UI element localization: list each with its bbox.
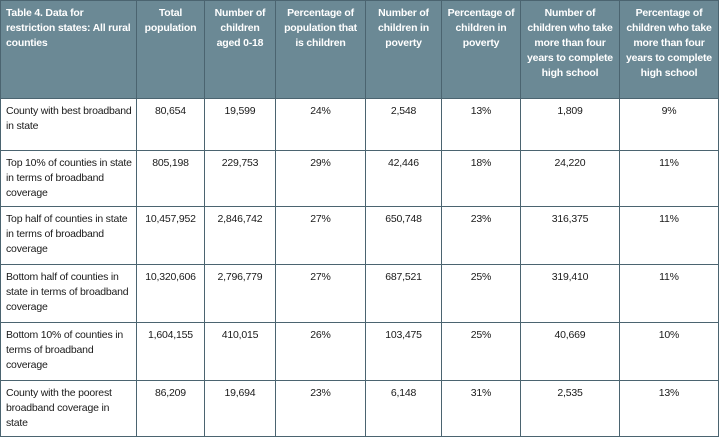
- column-header-children-count: Number of children aged 0-18: [204, 0, 276, 99]
- table-cell: 80,654: [136, 98, 205, 151]
- table-cell: 86,209: [136, 380, 205, 437]
- table-cell: 10%: [619, 322, 719, 381]
- header-row: Table 4. Data for restriction states: Al…: [0, 0, 719, 99]
- row-label: Top 10% of counties in state in terms of…: [0, 150, 137, 207]
- table-cell: 40,669: [520, 322, 620, 381]
- table-cell: 316,375: [520, 206, 620, 265]
- table-cell: 2,846,742: [204, 206, 276, 265]
- table-cell: 23%: [441, 206, 521, 265]
- row-label: County with the poorest broadband covera…: [0, 380, 137, 437]
- table-row: County with the poorest broadband covera…: [0, 380, 719, 437]
- row-label: County with best broadband in state: [0, 98, 137, 151]
- table-row: Bottom half of counties in state in term…: [0, 264, 719, 323]
- table-cell: 687,521: [365, 264, 442, 323]
- table-header: Table 4. Data for restriction states: Al…: [0, 0, 719, 99]
- table-cell: 29%: [275, 150, 366, 207]
- table-cell: 19,599: [204, 98, 276, 151]
- table-cell: 9%: [619, 98, 719, 151]
- table-cell: 103,475: [365, 322, 442, 381]
- table-cell: 26%: [275, 322, 366, 381]
- table-cell: 319,410: [520, 264, 620, 323]
- table-cell: 11%: [619, 206, 719, 265]
- table-cell: 11%: [619, 150, 719, 207]
- row-label: Bottom 10% of counties in terms of broad…: [0, 322, 137, 381]
- table-body: County with best broadband in state 80,6…: [0, 98, 719, 437]
- table-cell: 24,220: [520, 150, 620, 207]
- table-cell: 23%: [275, 380, 366, 437]
- table-cell: 19,694: [204, 380, 276, 437]
- table-cell: 805,198: [136, 150, 205, 207]
- table-cell: 10,457,952: [136, 206, 205, 265]
- table-cell: 27%: [275, 264, 366, 323]
- table-cell: 11%: [619, 264, 719, 323]
- table-title-header: Table 4. Data for restriction states: Al…: [0, 0, 137, 99]
- table-cell: 25%: [441, 322, 521, 381]
- column-header-late-graduates: Number of children who take more than fo…: [520, 0, 620, 99]
- table-cell: 6,148: [365, 380, 442, 437]
- table-row: Top half of counties in state in terms o…: [0, 206, 719, 265]
- table-cell: 2,535: [520, 380, 620, 437]
- table-cell: 410,015: [204, 322, 276, 381]
- column-header-late-graduates-percentage: Percentage of children who take more tha…: [619, 0, 719, 99]
- table-row: County with best broadband in state 80,6…: [0, 98, 719, 151]
- table-cell: 1,809: [520, 98, 620, 151]
- table-cell: 27%: [275, 206, 366, 265]
- table-cell: 2,796,779: [204, 264, 276, 323]
- column-header-children-in-poverty: Number of children in poverty: [365, 0, 442, 99]
- table-cell: 650,748: [365, 206, 442, 265]
- table-cell: 13%: [619, 380, 719, 437]
- table-cell: 18%: [441, 150, 521, 207]
- row-label: Top half of counties in state in terms o…: [0, 206, 137, 265]
- table-row: Top 10% of counties in state in terms of…: [0, 150, 719, 207]
- table-cell: 24%: [275, 98, 366, 151]
- table-row: Bottom 10% of counties in terms of broad…: [0, 322, 719, 381]
- column-header-poverty-percentage: Percentage of children in poverty: [441, 0, 521, 99]
- table-cell: 1,604,155: [136, 322, 205, 381]
- column-header-total-population: Total population: [136, 0, 205, 99]
- table-cell: 13%: [441, 98, 521, 151]
- table-cell: 31%: [441, 380, 521, 437]
- table-cell: 25%: [441, 264, 521, 323]
- table-cell: 42,446: [365, 150, 442, 207]
- table-cell: 10,320,606: [136, 264, 205, 323]
- column-header-children-percentage: Percentage of population that is childre…: [275, 0, 366, 99]
- table-cell: 2,548: [365, 98, 442, 151]
- row-label: Bottom half of counties in state in term…: [0, 264, 137, 323]
- table-cell: 229,753: [204, 150, 276, 207]
